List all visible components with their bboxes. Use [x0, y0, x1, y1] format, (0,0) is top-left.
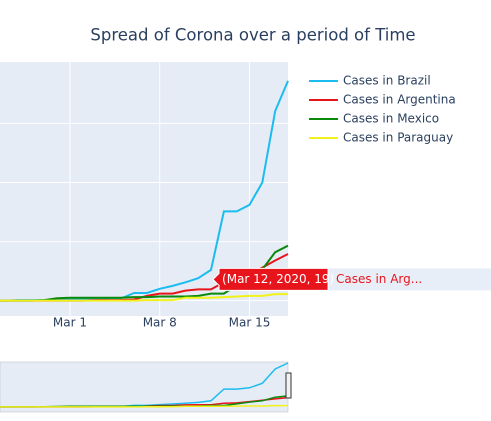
hover-label: (Mar 12, 2020, 19) Cases in Arg...: [212, 267, 491, 291]
legend-label: Cases in Mexico: [343, 112, 439, 126]
chart-title: Spread of Corona over a period of Time: [90, 26, 415, 45]
x-tick-label: Mar 8: [143, 316, 177, 330]
legend-label: Cases in Paraguay: [343, 131, 453, 145]
x-tick-label: Mar 1: [53, 316, 87, 330]
hover-text: (Mar 12, 2020, 19): [222, 272, 334, 286]
legend-label: Cases in Brazil: [343, 74, 431, 88]
mini-lines: [0, 362, 289, 408]
series-line: [0, 293, 288, 302]
hover-series: Cases in Arg...: [336, 272, 422, 286]
hover-name-bg: [323, 268, 491, 291]
mini-series-line: [0, 404, 288, 408]
hover-box: [212, 267, 329, 291]
x-tick-label: Mar 15: [229, 316, 271, 330]
legend-label: Cases in Argentina: [343, 93, 456, 107]
legend: Cases in Brazil Cases in Argentina Cases i…: [309, 74, 456, 145]
range-slider[interactable]: [0, 361, 289, 413]
range-handle[interactable]: [285, 372, 292, 399]
